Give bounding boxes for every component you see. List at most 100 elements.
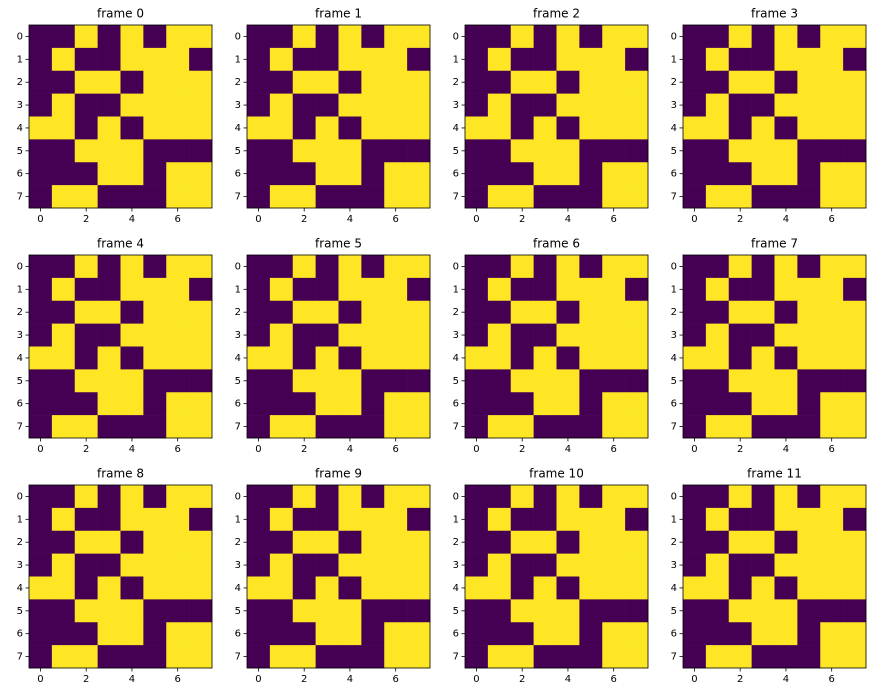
heatmap-cell xyxy=(602,47,626,72)
heatmap-cell xyxy=(797,139,821,163)
heatmap-cell xyxy=(465,139,489,163)
heatmap-cell xyxy=(384,369,408,393)
heatmap-cell xyxy=(625,392,649,416)
heatmap-cell xyxy=(797,622,821,646)
y-tick-label: 5 xyxy=(453,606,459,617)
y-tick-label: 4 xyxy=(453,583,459,594)
heatmap-cell xyxy=(683,346,707,370)
x-tick-label: 2 xyxy=(83,214,89,225)
heatmap-cell xyxy=(247,116,271,140)
heatmap-cell xyxy=(189,392,213,416)
y-tick-label: 6 xyxy=(453,399,459,410)
heatmap-cell xyxy=(361,645,385,669)
heatmap-cell xyxy=(820,485,844,509)
heatmap-cell xyxy=(29,392,53,416)
heatmap-cell xyxy=(166,485,190,509)
heatmap-cell xyxy=(97,300,121,324)
heatmap-cell xyxy=(705,392,730,416)
heatmap-cell xyxy=(820,139,844,163)
heatmap-cell xyxy=(51,530,76,554)
heatmap-cell xyxy=(74,323,98,347)
y-tick-label: 6 xyxy=(235,169,241,180)
heatmap-cell xyxy=(361,599,385,623)
x-tick-label: 4 xyxy=(347,674,353,685)
heatmap-cell xyxy=(510,277,534,302)
heatmap-cell xyxy=(487,392,512,416)
heatmap-cell xyxy=(533,277,557,302)
heatmap-cell xyxy=(683,185,707,209)
heatmap-cell xyxy=(602,507,626,532)
heatmap-cell xyxy=(751,185,775,209)
heatmap-cell xyxy=(29,47,53,72)
heatmap-cell xyxy=(487,530,512,554)
heatmap-cell xyxy=(51,485,76,509)
heatmap-cell xyxy=(625,485,649,509)
heatmap-cell xyxy=(683,576,707,600)
heatmap-cell xyxy=(29,139,53,163)
heatmap-cell xyxy=(510,622,534,646)
x-tick-label: 4 xyxy=(783,444,789,455)
x-tick-label: 2 xyxy=(519,444,525,455)
heatmap-cell xyxy=(465,162,489,186)
heatmap-cell xyxy=(247,300,271,324)
heatmap-cell xyxy=(683,553,707,577)
heatmap-cell xyxy=(292,507,316,532)
heatmap-cell xyxy=(556,369,580,393)
heatmap-cell xyxy=(797,93,821,117)
heatmap-cell xyxy=(602,553,626,577)
heatmap-cell xyxy=(166,553,190,577)
heatmap-cell xyxy=(797,645,821,669)
heatmap-cell xyxy=(384,576,408,600)
subplot: frame 5 0 2 4 6 0 1 2 3 4 5 6 7 xyxy=(235,237,431,455)
x-tick-label: 6 xyxy=(175,674,181,685)
heatmap-cell xyxy=(315,530,339,554)
heatmap-cell xyxy=(74,70,98,94)
heatmap-cell xyxy=(315,415,339,439)
heatmap-cell xyxy=(465,530,489,554)
heatmap-cell xyxy=(338,507,362,532)
heatmap-cell xyxy=(97,645,121,669)
heatmap-cell xyxy=(74,93,98,117)
heatmap-cell xyxy=(820,576,844,600)
heatmap-cell xyxy=(74,47,98,72)
heatmap-cell xyxy=(97,576,121,600)
x-tick-label: 4 xyxy=(129,214,135,225)
heatmap-cell xyxy=(751,93,775,117)
heatmap-cell xyxy=(556,392,580,416)
heatmap-cell xyxy=(74,645,98,669)
x-tick-label: 4 xyxy=(565,214,571,225)
heatmap-cell xyxy=(74,255,98,279)
heatmap-cell xyxy=(602,277,626,302)
heatmap-cell xyxy=(797,599,821,623)
heatmap-cell xyxy=(751,300,775,324)
heatmap-cell xyxy=(510,323,534,347)
heatmap-cell xyxy=(602,530,626,554)
heatmap-cell xyxy=(602,323,626,347)
heatmap-cell xyxy=(774,185,798,209)
heatmap-cell xyxy=(556,116,580,140)
y-tick-label: 4 xyxy=(671,123,677,134)
heatmap-cell xyxy=(602,392,626,416)
heatmap-cell xyxy=(602,415,626,439)
heatmap-cell xyxy=(97,185,121,209)
heatmap-cell xyxy=(189,530,213,554)
subplot: frame 2 0 2 4 6 0 1 2 3 4 5 6 7 xyxy=(453,7,649,225)
heatmap-cell xyxy=(728,415,752,439)
x-tick-label: 4 xyxy=(129,674,135,685)
y-tick-label: 1 xyxy=(671,54,677,65)
heatmap-cell xyxy=(705,116,730,140)
heatmap-cell xyxy=(820,323,844,347)
y-tick-label: 3 xyxy=(453,100,459,111)
heatmap-cell xyxy=(315,70,339,94)
heatmap-cell xyxy=(247,25,271,49)
heatmap-cell xyxy=(74,415,98,439)
heatmap-cell xyxy=(29,185,53,209)
y-tick-label: 3 xyxy=(453,330,459,341)
heatmap-cell xyxy=(269,93,294,117)
heatmap-cell xyxy=(384,392,408,416)
y-tick-label: 5 xyxy=(453,146,459,157)
subplot-title: frame 8 xyxy=(97,467,144,481)
heatmap-cell xyxy=(189,70,213,94)
heatmap-cell xyxy=(533,47,557,72)
heatmap-cell xyxy=(292,392,316,416)
